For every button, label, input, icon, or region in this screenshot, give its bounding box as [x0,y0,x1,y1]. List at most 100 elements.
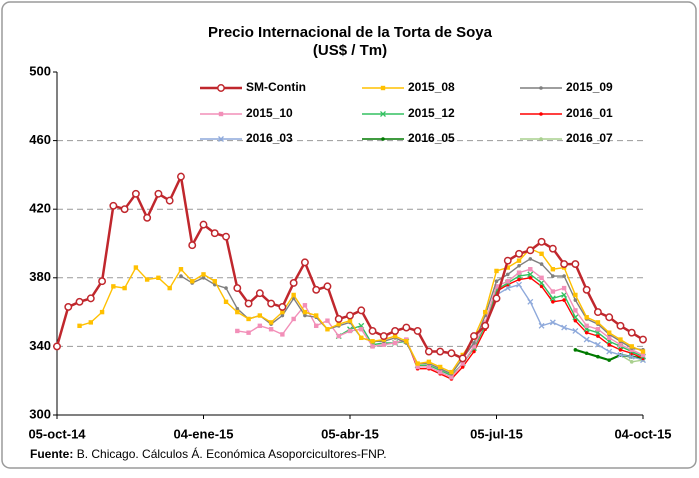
data-point [527,271,534,278]
data-point [133,265,139,270]
legend-label: 2016_03 [246,131,293,145]
legend-label: 2015_08 [408,80,455,94]
data-point [177,172,185,181]
data-point [334,315,343,323]
data-point [325,318,330,323]
data-point [178,267,184,272]
data-point [122,285,127,291]
data-point [517,277,521,282]
legend-marker [217,84,225,92]
data-point [618,348,623,352]
data-point [573,308,578,313]
data-point [537,237,546,246]
data-point [516,270,522,275]
data-point [303,313,307,318]
data-point [391,327,400,335]
data-point [606,348,613,355]
data-point [571,260,580,269]
data-point [584,330,589,335]
data-point [526,246,535,255]
data-point [413,327,422,335]
data-point [53,342,61,351]
data-point [88,320,94,325]
data-point [436,347,445,356]
data-point [224,286,228,290]
series-line [496,283,644,361]
data-point [437,364,443,370]
data-point [505,272,510,277]
data-point [336,333,341,339]
data-point [359,335,364,341]
data-point [210,229,219,238]
data-point [379,332,388,341]
data-point [154,189,163,198]
data-point [640,352,646,358]
data-point [357,306,366,315]
data-point [539,262,544,266]
data-point [527,298,534,305]
data-point [280,332,285,337]
data-point [244,299,253,308]
data-point [267,299,276,308]
data-point [131,189,140,198]
data-point [584,351,589,356]
data-point [235,306,240,311]
data-point [562,274,566,278]
data-point [582,285,591,294]
data-point [312,285,321,294]
data-point [268,320,274,325]
data-point [109,201,118,210]
legend-marker [380,85,386,91]
data-point [627,328,636,337]
data-point [572,314,579,321]
legend-marker [381,137,385,141]
data-point [280,313,285,318]
data-point [606,330,612,335]
legend-label: SM-Contin [246,80,306,94]
data-point [505,279,510,284]
data-point [86,294,95,303]
data-point [483,309,488,315]
data-point [515,249,523,258]
y-tick-label: 500 [29,63,51,78]
data-point [460,361,465,366]
data-point [437,369,443,375]
data-point [573,298,578,302]
data-point [143,213,152,222]
data-point [370,339,375,344]
data-point [618,342,623,347]
data-point [347,328,353,334]
legend-label: 2016_07 [566,131,613,145]
data-point [313,313,319,318]
data-point [370,344,375,349]
x-tick-label: 04-oct-15 [614,426,671,441]
legend-label: 2015_10 [246,106,293,120]
data-point [516,258,522,263]
data-point [596,334,600,338]
data-point [268,327,274,332]
data-point [98,277,107,286]
data-point [144,277,150,282]
data-point [359,327,364,332]
y-tick-label: 300 [29,406,51,421]
data-point [201,272,206,277]
data-point [481,321,490,330]
data-point [246,316,251,322]
source-text: B. Chicago. Cálculos Á. Económica Asopor… [77,446,387,461]
data-point [549,295,556,302]
series [53,172,647,363]
data-point [75,297,84,306]
data-point [190,279,195,284]
data-point [402,323,411,332]
data-point [583,336,590,343]
data-point [629,344,634,349]
data-point [503,256,512,265]
data-point [628,353,635,360]
data-point [494,279,499,284]
data-point [289,278,298,287]
data-point [539,251,544,256]
data-point [472,341,476,345]
y-tick-label: 420 [29,201,51,216]
data-point [550,267,556,272]
